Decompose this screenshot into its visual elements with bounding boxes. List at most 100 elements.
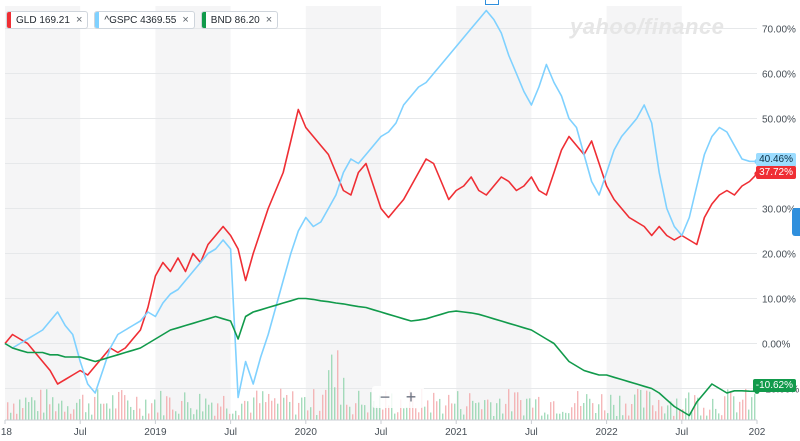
- brand-watermark: yahoo/finance: [570, 14, 725, 39]
- volume-bar: [556, 413, 558, 420]
- volume-bar: [712, 398, 714, 420]
- volume-bar: [715, 408, 717, 420]
- volume-bar: [97, 389, 99, 420]
- zoom-out-button[interactable]: −: [379, 387, 391, 407]
- volume-bar: [652, 405, 654, 420]
- volume-bar: [436, 401, 438, 420]
- volume-bar: [109, 408, 111, 420]
- volume-bar: [79, 399, 81, 420]
- volume-bar: [190, 408, 192, 420]
- volume-bar: [523, 415, 525, 420]
- legend-chip-bnd[interactable]: BND 86.20 ×: [200, 11, 279, 29]
- volume-bar: [25, 397, 27, 420]
- volume-bar: [709, 409, 711, 420]
- x-tick-label: 2021: [445, 427, 468, 438]
- volume-bar: [184, 392, 186, 420]
- volume-bar: [58, 403, 60, 420]
- volume-bar: [637, 388, 639, 420]
- close-icon[interactable]: ×: [182, 14, 189, 26]
- volume-bar: [322, 394, 324, 420]
- volume-bar: [343, 377, 345, 420]
- volume-bar: [40, 389, 42, 420]
- volume-bar: [724, 396, 726, 420]
- bnd-value-badge: -10.62%: [752, 379, 796, 392]
- alternating-bands: [5, 6, 682, 420]
- volume-bar: [247, 401, 249, 420]
- volume-bar: [694, 395, 696, 420]
- x-tick-label: Jul: [375, 427, 388, 438]
- volume-bar: [367, 412, 369, 420]
- legend-chip-gld[interactable]: GLD 169.21 ×: [6, 11, 89, 29]
- y-tick-label: 70.00%: [762, 25, 796, 36]
- volume-bar: [334, 387, 336, 420]
- volume-bar: [430, 412, 432, 420]
- volume-bar: [232, 413, 234, 420]
- volume-bar: [136, 396, 138, 420]
- volume-bar: [376, 406, 378, 420]
- x-tick-label: Jul: [224, 427, 237, 438]
- volume-bar: [121, 390, 123, 420]
- panel-handle[interactable]: [792, 208, 800, 236]
- zoom-in-button[interactable]: +: [405, 387, 417, 407]
- x-tick-label: Jul: [675, 427, 688, 438]
- volume-bar: [181, 400, 183, 420]
- volume-bar: [256, 390, 258, 420]
- legend-swatch-bnd: [201, 12, 206, 28]
- volume-bar: [562, 411, 564, 420]
- volume-bar: [559, 413, 561, 420]
- volume-bar: [691, 412, 693, 420]
- volume-bar: [373, 400, 375, 420]
- volume-bar: [604, 410, 606, 420]
- volume-bar: [115, 408, 117, 420]
- volume-bar: [337, 350, 339, 420]
- volume-bar: [49, 404, 51, 420]
- volume-bar: [226, 408, 228, 420]
- volume-bar: [418, 412, 420, 420]
- y-tick-label: 60.00%: [762, 70, 796, 81]
- volume-bar: [499, 398, 501, 420]
- volume-bar: [214, 415, 216, 420]
- volume-bar: [31, 397, 33, 420]
- volume-bar: [466, 406, 468, 420]
- close-icon[interactable]: ×: [75, 14, 83, 26]
- volume-bar: [463, 414, 465, 420]
- volume-bar: [388, 405, 390, 420]
- volume-bar: [208, 404, 210, 420]
- legend-label-gld: GLD 169.21: [16, 14, 70, 26]
- volume-bar: [127, 400, 129, 420]
- y-tick-label: 20.00%: [762, 250, 796, 261]
- volume-bar: [616, 415, 618, 420]
- volume-bar: [721, 415, 723, 420]
- series-line-gld: [4, 108, 758, 385]
- volume-bar: [457, 391, 459, 420]
- range-marker[interactable]: [485, 0, 499, 5]
- volume-bar: [310, 407, 312, 420]
- legend-chip-gspc[interactable]: ^GSPC 4369.55 ×: [94, 11, 195, 29]
- close-icon[interactable]: ×: [265, 14, 273, 26]
- volume-bar: [220, 406, 222, 420]
- legend-label-gspc: ^GSPC 4369.55: [104, 14, 177, 26]
- volume-bar: [493, 415, 495, 420]
- volume-bar: [94, 396, 96, 420]
- volume-bar: [634, 394, 636, 420]
- volume-bar: [415, 408, 417, 420]
- volume-bar: [43, 412, 45, 420]
- volume-bar: [442, 413, 444, 420]
- volume-bar: [589, 398, 591, 420]
- volume-bar: [19, 399, 21, 420]
- band: [5, 6, 81, 420]
- volume-bar: [88, 403, 90, 420]
- volume-bar: [481, 409, 483, 420]
- volume-bar: [199, 393, 201, 420]
- volume-bar: [628, 415, 630, 420]
- x-tick-label: 2022: [595, 427, 618, 438]
- volume-bar: [484, 400, 486, 420]
- volume-bar: [187, 402, 189, 420]
- volume-bar: [580, 405, 582, 420]
- volume-bar: [130, 406, 132, 420]
- volume-bar: [163, 415, 165, 420]
- volume-bar: [529, 398, 531, 420]
- volume-bar: [253, 397, 255, 420]
- legend-swatch-gld: [7, 12, 11, 28]
